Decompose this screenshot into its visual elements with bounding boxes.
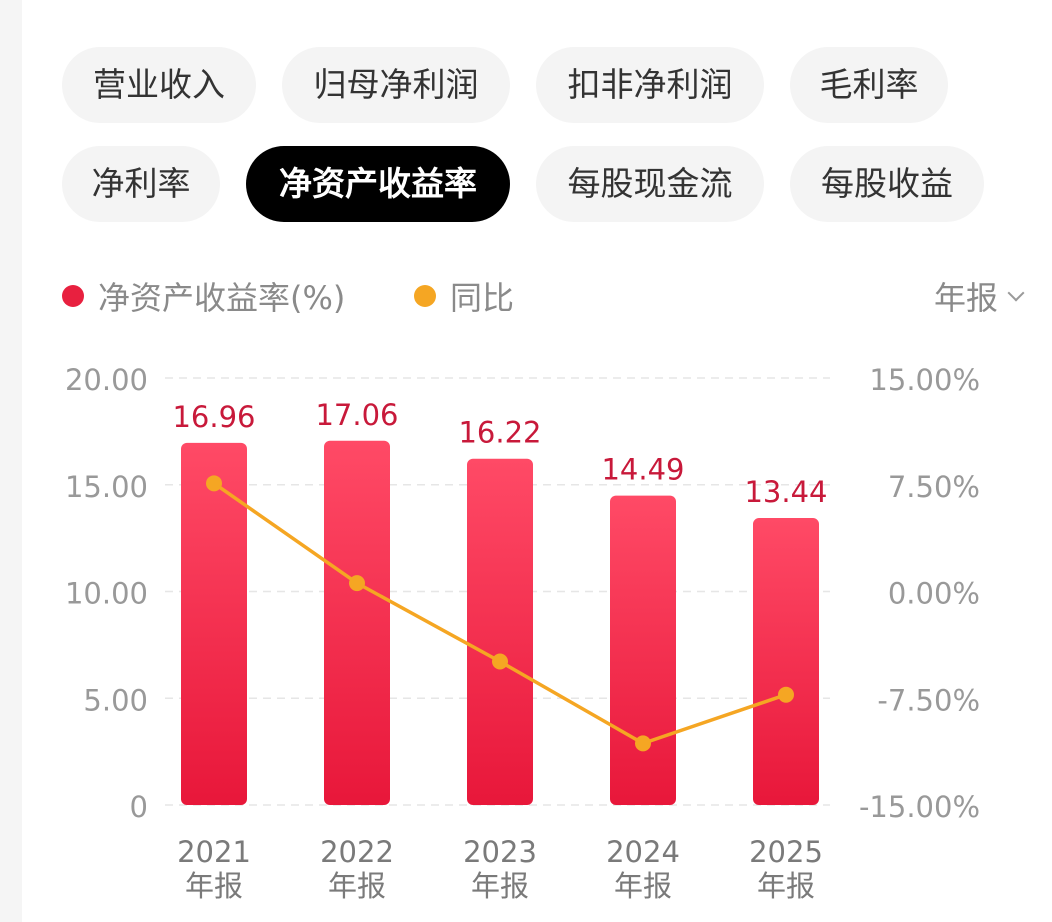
right-axis-tick: 0.00% bbox=[888, 577, 980, 611]
bar-value-label: 17.06 bbox=[315, 398, 398, 432]
legend-dot-roe bbox=[62, 285, 84, 307]
left-axis-tick: 15.00 bbox=[65, 470, 148, 504]
bar-roe bbox=[753, 518, 819, 805]
legend-item-roe: 净资产收益率(%) bbox=[62, 276, 346, 317]
yoy-point bbox=[206, 475, 222, 492]
chart-legend: 净资产收益率(%) 同比 年报 bbox=[0, 262, 1052, 332]
category-year-label: 2022 bbox=[320, 835, 394, 869]
right-axis-tick: -15.00% bbox=[859, 790, 980, 824]
tab-net-profit-deducted[interactable]: 扣非净利润 bbox=[536, 47, 764, 123]
bar-value-label: 16.22 bbox=[458, 416, 541, 450]
period-selector[interactable]: 年报 bbox=[933, 276, 1025, 317]
bar-roe bbox=[181, 442, 247, 805]
category-period-label: 年报 bbox=[471, 869, 529, 903]
yoy-point bbox=[635, 735, 651, 752]
yoy-point bbox=[778, 686, 794, 703]
tab-eps[interactable]: 每股收益 bbox=[790, 146, 984, 222]
right-axis-tick: -7.50% bbox=[877, 683, 980, 717]
category-year-label: 2025 bbox=[749, 835, 823, 869]
legend-item-yoy: 同比 bbox=[414, 276, 515, 317]
roe-chart: 0 -15.00% 5.00 -7.50% 10.00 0.00% 15.00 7.50% 20… bbox=[65, 363, 980, 903]
right-axis-tick: 7.50% bbox=[888, 470, 980, 504]
tab-gross-margin[interactable]: 毛利率 bbox=[790, 47, 948, 123]
category-period-label: 年报 bbox=[757, 869, 815, 903]
bar-roe bbox=[467, 458, 533, 805]
left-axis-tick: 0 bbox=[130, 790, 148, 824]
period-label: 年报 bbox=[933, 279, 998, 317]
tab-revenue[interactable]: 营业收入 bbox=[62, 47, 256, 123]
tab-net-profit-parent[interactable]: 归母净利润 bbox=[282, 47, 510, 123]
tab-cashflow-per-share[interactable]: 每股现金流 bbox=[536, 146, 764, 222]
bar-value-label: 13.44 bbox=[744, 475, 827, 509]
category-period-label: 年报 bbox=[328, 869, 386, 903]
bar-value-label: 16.96 bbox=[172, 400, 255, 434]
bar-roe bbox=[324, 440, 390, 805]
category-year-label: 2023 bbox=[463, 835, 537, 869]
category-period-label: 年报 bbox=[614, 869, 672, 903]
yoy-point bbox=[492, 653, 508, 670]
category-year-label: 2021 bbox=[177, 835, 251, 869]
legend-label-yoy: 同比 bbox=[450, 279, 515, 317]
right-axis-tick: 15.00% bbox=[869, 363, 980, 397]
legend-dot-yoy bbox=[414, 285, 436, 307]
metric-tabs: 营业收入 归母净利润 扣非净利润 毛利率 净利率 净资产收益率 每股现金流 每股… bbox=[0, 0, 1052, 240]
tab-roe[interactable]: 净资产收益率 bbox=[246, 146, 510, 222]
left-axis-tick: 5.00 bbox=[83, 683, 148, 717]
chevron-down-icon bbox=[1007, 284, 1025, 302]
left-edge-strip bbox=[0, 0, 22, 922]
left-axis-tick: 20.00 bbox=[65, 363, 148, 397]
yoy-point bbox=[349, 575, 365, 592]
bar-value-label: 14.49 bbox=[601, 453, 684, 487]
tab-net-margin[interactable]: 净利率 bbox=[62, 146, 220, 222]
bar-roe bbox=[610, 495, 676, 805]
category-period-label: 年报 bbox=[185, 869, 243, 903]
left-axis-tick: 10.00 bbox=[65, 577, 148, 611]
legend-label-roe: 净资产收益率(%) bbox=[98, 279, 346, 317]
category-year-label: 2024 bbox=[606, 835, 680, 869]
